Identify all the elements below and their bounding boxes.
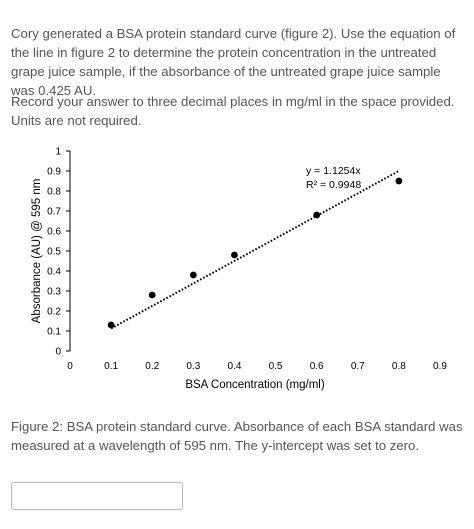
data-point [148,291,156,299]
trendline [110,170,400,330]
x-tick-label: 0.2 [145,361,159,372]
data-points [107,177,403,329]
answer-input[interactable] [11,482,183,510]
y-tick-label: 0.2 [47,307,61,318]
y-tick-label: 0.7 [47,207,61,218]
x-tick-label: 0.8 [392,361,406,372]
data-point [107,321,115,329]
x-tick-label: 0.9 [433,361,447,372]
y-tick-label: 0.9 [47,167,61,178]
y-tick-label: 0.4 [47,267,61,278]
x-tick-label: 0.4 [227,361,241,372]
x-tick-label: 0.3 [186,361,200,372]
y-tick-label: 0.5 [47,247,61,258]
x-tick-label: 0.7 [351,361,365,372]
x-tick-label: 0.1 [104,361,118,372]
x-tick-label: 0 [67,361,73,372]
data-point [189,271,197,279]
x-axis-label: BSA Concentration (mg/ml) [185,379,325,391]
y-axis: 0 0.1 0.2 0.3 0.4 0.5 0.6 0.7 0.8 0.9 1 [47,147,71,358]
data-point [313,211,321,219]
y-tick-label: 0.1 [47,327,61,338]
bsa-standard-curve-chart: 0 0.1 0.2 0.3 0.4 0.5 0.6 0.7 0.8 0.9 1 0 0.1 0.2 0.3… [31,147,447,392]
y-tick-label: 1 [55,147,61,158]
x-tick-label: 0.6 [310,361,324,372]
question-text: Cory generated a BSA protein standard cu… [11,26,456,98]
y-tick-label: 0.8 [47,187,61,198]
y-tick-label: 0 [55,347,61,358]
x-tick-label: 0.5 [269,361,283,372]
figure-caption: Figure 2: BSA protein standard curve. Ab… [11,419,463,453]
y-axis-label: Absorbance (AU) @ 595 nm [31,179,43,324]
instructions-text: Record your answer to three decimal plac… [11,94,455,128]
data-point [395,177,403,185]
y-tick-label: 0.3 [47,287,61,298]
trendline-equation: y = 1.1254x [306,165,361,177]
r-squared-label: R² = 0.9948 [306,179,361,191]
y-tick-label: 0.6 [47,227,61,238]
trendline-line [110,170,400,330]
data-point [231,251,238,259]
x-axis: 0 0.1 0.2 0.3 0.4 0.5 0.6 0.7 0.8 0.9 [67,361,447,372]
